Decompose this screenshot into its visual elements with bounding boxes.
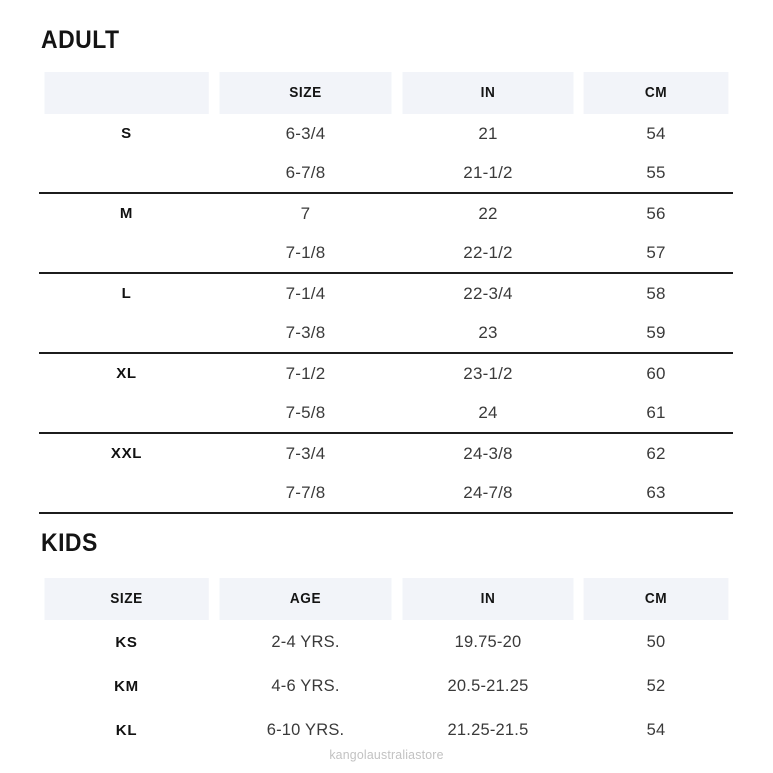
table-row: 7-7/8 24-7/8 63 — [39, 473, 733, 514]
adult-header-size: SIZE — [219, 72, 392, 114]
kids-table-body: KS 2-4 YRS. 19.75-20 50 KM 4-6 YRS. 20.5-21.25… — [39, 620, 733, 752]
adult-section-heading-wrap: ADULT — [41, 28, 126, 53]
adult-in-value: 22-3/4 — [463, 283, 513, 303]
adult-cm-value: 55 — [579, 153, 733, 194]
adult-table-head: SIZE IN CM — [39, 72, 733, 114]
kids-in-value: 19.75-20 — [454, 632, 522, 651]
adult-cm-value: 61 — [579, 393, 733, 434]
kids-cm-value: 52 — [646, 676, 666, 695]
adult-header-blank — [44, 72, 209, 114]
adult-hat-size: 7-7/8 — [214, 473, 397, 514]
kids-header-row: SIZE AGE IN CM — [39, 578, 733, 620]
adult-hat-size: 7-3/4 — [285, 443, 326, 463]
adult-size-label — [39, 233, 214, 274]
adult-in-value: 24-3/8 — [463, 443, 513, 463]
kids-size-label: KM — [114, 677, 139, 695]
adult-hat-size: 7-1/8 — [214, 233, 397, 274]
adult-size-label — [39, 313, 214, 354]
table-row: 7-3/8 23 59 — [39, 313, 733, 354]
adult-hat-size: 7-1/2 — [285, 363, 326, 383]
adult-header-cm: CM — [583, 72, 729, 114]
adult-hat-size: 6-3/4 — [285, 123, 326, 143]
kids-section-heading: KIDS — [41, 529, 98, 557]
adult-size-label: XXL — [110, 445, 143, 462]
adult-table-body: S 6-3/4 21 54 6-7/8 21-1/2 55 M 7 22 56 7-1/8 22-1/2… — [39, 114, 733, 514]
adult-size-label: L — [121, 285, 132, 302]
adult-cm-value: 58 — [646, 283, 666, 303]
adult-cm-value: 59 — [579, 313, 733, 354]
adult-size-label — [39, 153, 214, 194]
table-row: 6-7/8 21-1/2 55 — [39, 153, 733, 194]
adult-in-value: 24 — [397, 393, 579, 434]
kids-table-head: SIZE AGE IN CM — [39, 578, 733, 620]
table-row: L 7-1/4 22-3/4 58 — [39, 273, 733, 313]
kids-header-age: AGE — [219, 578, 392, 620]
table-row: KS 2-4 YRS. 19.75-20 50 — [39, 620, 733, 664]
kids-age-value: 6-10 YRS. — [266, 720, 345, 739]
kids-section-heading-wrap: KIDS — [41, 531, 103, 556]
table-row: XL 7-1/2 23-1/2 60 — [39, 353, 733, 393]
adult-cm-value: 57 — [579, 233, 733, 274]
table-row: S 6-3/4 21 54 — [39, 114, 733, 153]
table-row: 7-5/8 24 61 — [39, 393, 733, 434]
kids-header-size: SIZE — [44, 578, 209, 620]
kids-age-value: 4-6 YRS. — [271, 676, 340, 695]
adult-hat-size: 7-5/8 — [214, 393, 397, 434]
adult-size-label — [39, 393, 214, 434]
adult-in-value: 21-1/2 — [397, 153, 579, 194]
kids-header-in: IN — [402, 578, 574, 620]
adult-in-value: 23 — [397, 313, 579, 354]
adult-header-in: IN — [402, 72, 574, 114]
adult-cm-value: 56 — [646, 203, 666, 223]
adult-in-value: 22 — [478, 203, 498, 223]
table-row: 7-1/8 22-1/2 57 — [39, 233, 733, 274]
adult-cm-value: 62 — [646, 443, 666, 463]
kids-in-value: 21.25-21.5 — [447, 720, 529, 739]
kids-size-label: KS — [115, 633, 138, 651]
table-row: XXL 7-3/4 24-3/8 62 — [39, 433, 733, 473]
adult-in-value: 23-1/2 — [463, 363, 513, 383]
adult-cm-value: 63 — [579, 473, 733, 514]
kids-header-cm: CM — [583, 578, 729, 620]
adult-hat-size: 7-1/4 — [285, 283, 326, 303]
adult-size-label: S — [121, 125, 132, 142]
adult-cm-value: 60 — [646, 363, 666, 383]
adult-size-label: M — [119, 205, 134, 222]
adult-in-value: 24-7/8 — [397, 473, 579, 514]
adult-header-row: SIZE IN CM — [39, 72, 733, 114]
adult-size-label: XL — [116, 365, 137, 382]
adult-section-heading: ADULT — [41, 26, 120, 54]
adult-hat-size: 6-7/8 — [214, 153, 397, 194]
adult-hat-size: 7-3/8 — [214, 313, 397, 354]
table-row: KM 4-6 YRS. 20.5-21.25 52 — [39, 664, 733, 708]
adult-in-value: 22-1/2 — [397, 233, 579, 274]
table-row: M 7 22 56 — [39, 193, 733, 233]
adult-hat-size: 7 — [300, 203, 311, 223]
adult-in-value: 21 — [478, 123, 498, 143]
kids-age-value: 2-4 YRS. — [271, 632, 340, 651]
kids-size-table: SIZE AGE IN CM KS 2-4 YRS. 19.75-20 50 KM 4-6… — [39, 578, 733, 752]
kids-in-value: 20.5-21.25 — [447, 676, 529, 695]
kids-size-label: KL — [115, 721, 138, 739]
adult-size-label — [39, 473, 214, 514]
kids-cm-value: 50 — [646, 632, 666, 651]
kids-cm-value: 54 — [646, 720, 666, 739]
watermark: kangolaustraliastore — [329, 747, 444, 762]
adult-cm-value: 54 — [646, 123, 666, 143]
adult-size-table: SIZE IN CM S 6-3/4 21 54 6-7/8 21-1/2 55 M 7 22 56… — [39, 72, 733, 514]
table-row: KL 6-10 YRS. 21.25-21.5 54 — [39, 708, 733, 752]
